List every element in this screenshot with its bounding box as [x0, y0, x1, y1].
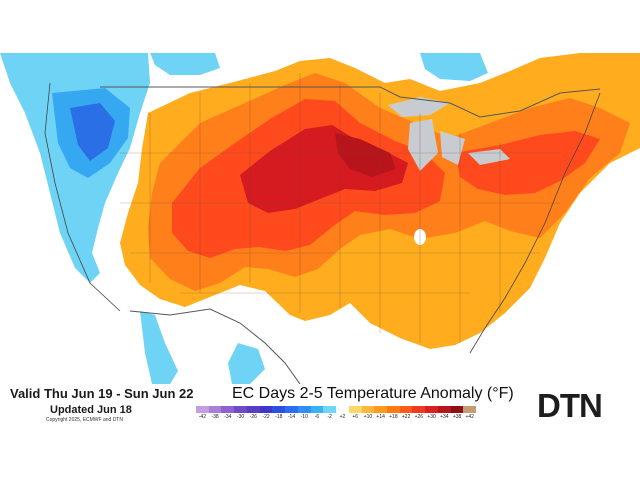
legend-swatch [310, 406, 324, 413]
legend-swatch [425, 406, 438, 413]
legend-colorbar [196, 406, 477, 413]
temperature-anomaly-map [0, 53, 640, 384]
legend-label: -2 [327, 414, 332, 420]
valid-date-range: Valid Thu Jun 19 - Sun Jun 22 [10, 386, 194, 401]
legend-label: -30 [236, 414, 245, 420]
legend-swatch [450, 406, 464, 413]
legend-swatch [399, 406, 413, 413]
legend-label: +10 [363, 414, 373, 420]
legend-swatch [463, 406, 477, 413]
legend-swatch [297, 406, 311, 413]
cool-anomaly-mexico [228, 343, 265, 384]
legend-swatch [387, 406, 400, 413]
cool-anomaly-baja [140, 311, 178, 384]
country-border [100, 86, 601, 384]
dtn-logo: DTN [537, 387, 603, 424]
cool-anomaly-north [150, 53, 220, 75]
legend-swatch [348, 406, 362, 413]
legend-label: +18 [389, 414, 398, 420]
legend-swatch [361, 406, 375, 413]
legend-label: -42 [198, 414, 206, 420]
legend-label: -14 [287, 414, 296, 420]
updated-date: Updated Jun 18 [50, 404, 132, 416]
legend-labels: -42 -38 -34 -30 -26 -22 -18 -14 -10 -6 -2 +2 +6 +10 +1… [196, 414, 476, 420]
warm-strong-northeast [455, 131, 600, 195]
legend-label: -18 [275, 414, 283, 420]
copyright-text: Copyright 2025, ECMWF and DTN [46, 417, 123, 423]
legend-swatch [285, 406, 298, 413]
legend-swatch [412, 406, 426, 413]
legend-label: +22 [401, 414, 411, 420]
legend-swatch [196, 406, 209, 413]
legend-swatch [336, 406, 349, 413]
legend-label: +34 [440, 414, 449, 420]
legend-label: -38 [211, 414, 219, 420]
legend-label: -26 [249, 414, 257, 420]
legend-label: -6 [314, 414, 320, 420]
legend-label: -10 [300, 414, 308, 420]
legend-label: +26 [414, 414, 424, 420]
legend-swatch [374, 406, 388, 413]
legend-swatch [208, 406, 222, 413]
legend-swatch [323, 406, 337, 413]
legend-swatch [437, 406, 451, 413]
cool-anomaly-strong [70, 103, 115, 161]
legend-swatch [272, 406, 286, 413]
warm-extreme-core [335, 133, 396, 177]
legend-label: -34 [224, 414, 232, 420]
legend-swatch [221, 406, 235, 413]
legend-swatch [259, 406, 273, 413]
legend-label: +14 [376, 414, 385, 420]
legend-label: +2 [339, 414, 346, 420]
legend-label: +30 [427, 414, 436, 420]
coastline [44, 82, 601, 354]
legend-swatch [234, 406, 247, 413]
great-lakes [388, 97, 510, 171]
cool-anomaly-canada [420, 53, 488, 81]
map-canvas [0, 53, 640, 384]
legend-label: -22 [262, 414, 270, 420]
lake-small [414, 229, 426, 245]
legend-label: +6 [352, 414, 359, 420]
legend-label: +38 [452, 414, 462, 420]
state-borders [120, 73, 560, 343]
map-title: EC Days 2-5 Temperature Anomaly (°F) [232, 385, 514, 402]
map-footer: Valid Thu Jun 19 - Sun Jun 22 Updated Ju… [0, 384, 640, 424]
legend-label: +42 [465, 414, 475, 420]
legend-swatch [246, 406, 260, 413]
